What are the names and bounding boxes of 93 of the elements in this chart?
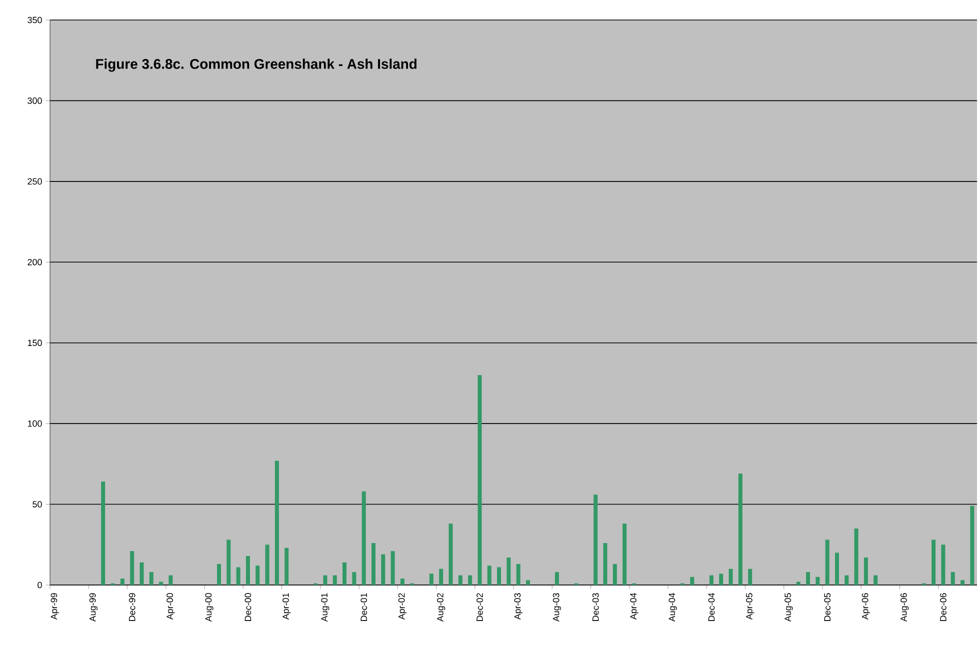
bar	[342, 562, 347, 585]
bar	[719, 574, 724, 585]
bar	[844, 575, 849, 585]
x-tick-label: Dec-05	[824, 593, 831, 621]
x-tick-label: Aug-02	[437, 593, 446, 622]
x-tick-label: Aug-00	[205, 593, 214, 622]
bar	[101, 482, 106, 585]
bar	[274, 460, 279, 585]
x-tick-label: Aug-01	[321, 593, 330, 622]
x-tick-label: Apr-04	[630, 593, 638, 620]
bar	[709, 575, 714, 585]
bar	[216, 564, 221, 585]
bar	[362, 491, 366, 585]
bar	[390, 551, 395, 585]
bar	[323, 575, 328, 585]
bar	[159, 582, 164, 585]
bar	[738, 474, 742, 585]
bar	[854, 528, 858, 585]
x-tick-label: Apr-06	[862, 593, 870, 620]
x-tick-label: Aug-04	[668, 593, 677, 622]
text: Figure 3.6.8c. Common Greenshank - Ash Island	[96, 58, 416, 72]
bar	[284, 548, 289, 585]
bar	[168, 575, 173, 585]
x-tick-label: Apr-00	[166, 593, 175, 620]
x-tick-label: Apr-99	[50, 593, 59, 620]
x-tick-label: Aug-05	[784, 593, 793, 622]
bar	[690, 576, 694, 585]
y-tick-label: 250	[28, 178, 42, 185]
bar	[478, 375, 482, 585]
y-tick-label: 50	[32, 501, 42, 508]
y-tick-label: 200	[28, 258, 42, 266]
bar	[352, 572, 356, 585]
bar	[806, 572, 810, 585]
bar	[140, 562, 144, 585]
bar	[816, 576, 820, 585]
x-tick-label: Dec-06	[940, 593, 946, 621]
x-tick-label: Aug-03	[552, 593, 562, 622]
x-tick-label: Dec-00	[244, 593, 252, 621]
bar	[825, 540, 830, 585]
bar	[612, 564, 617, 585]
x-tick-label: Dec-04	[708, 593, 715, 621]
bar	[332, 575, 337, 585]
y-tick-label: 300	[28, 98, 42, 104]
x-tick-label: Apr-01	[282, 593, 291, 620]
bar	[622, 524, 627, 585]
bar	[120, 578, 124, 585]
bar	[932, 540, 936, 585]
bar	[439, 568, 444, 585]
bar	[864, 558, 868, 585]
y-tick-label: 100	[28, 420, 42, 427]
bar	[226, 540, 231, 585]
x-tick-label: Apr-03	[514, 593, 522, 620]
bar	[526, 580, 530, 585]
bar	[950, 572, 955, 585]
bar	[246, 556, 250, 585]
bar	[748, 568, 752, 585]
bar	[429, 574, 434, 585]
x-tick-label: Apr-02	[398, 593, 407, 620]
bar	[594, 494, 598, 585]
bar	[256, 566, 260, 585]
y-tick-label: 150	[28, 340, 42, 346]
bar	[554, 572, 559, 585]
x-tick-label: Dec-03	[592, 593, 599, 621]
bar	[381, 554, 386, 585]
y-tick-label: 350	[28, 16, 42, 24]
x-tick-label: Apr-05	[746, 593, 754, 620]
bar	[834, 552, 839, 585]
bar	[265, 544, 270, 585]
bar	[728, 568, 733, 585]
bar	[458, 575, 462, 585]
bar	[487, 566, 492, 585]
bar	[448, 524, 453, 585]
bar	[796, 582, 800, 585]
bar	[236, 567, 240, 585]
y-tick-label: 0	[38, 582, 42, 588]
x-tick-label: Aug-06	[900, 593, 909, 622]
x-tick-label: Dec-02	[476, 593, 483, 621]
x-tick-label: Dec-01	[360, 593, 368, 621]
bar	[941, 544, 946, 585]
x-tick-label: Aug-99	[89, 593, 98, 622]
bar	[149, 572, 154, 585]
bar	[497, 567, 502, 585]
bar	[970, 506, 974, 585]
x-tick-label: Dec-99	[128, 593, 136, 621]
bar	[960, 580, 965, 585]
bar	[371, 543, 376, 585]
bar	[130, 551, 134, 585]
bar	[468, 575, 472, 585]
bar	[874, 575, 878, 585]
bar	[506, 558, 511, 585]
bar	[516, 564, 520, 585]
bar	[400, 578, 404, 585]
bar	[603, 543, 608, 585]
